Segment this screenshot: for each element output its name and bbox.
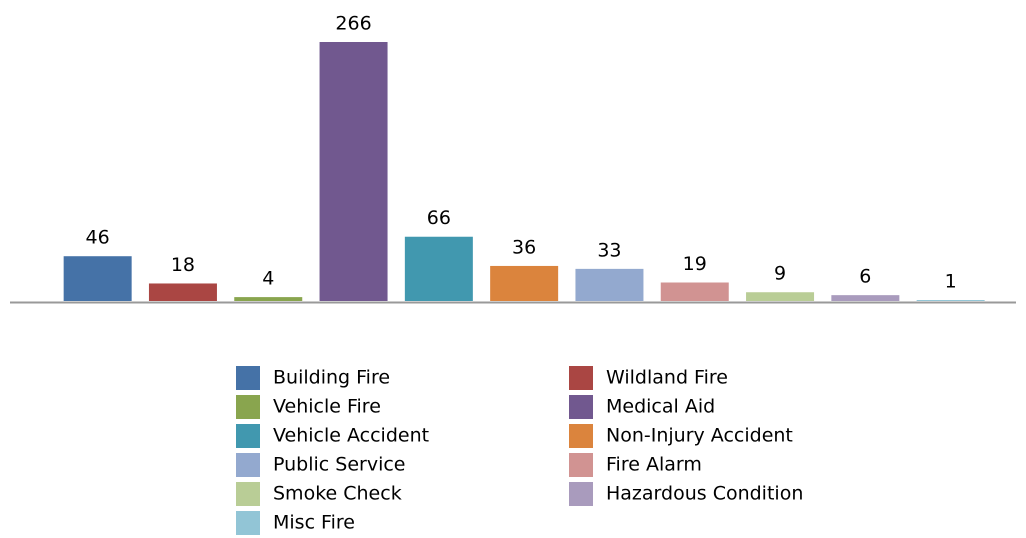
data-label: 9 (774, 263, 786, 285)
legend-swatch[interactable] (569, 453, 593, 477)
legend-label[interactable]: Vehicle Fire (273, 396, 381, 418)
legend-label[interactable]: Misc Fire (273, 512, 355, 534)
legend-swatch[interactable] (569, 424, 593, 448)
legend-label[interactable]: Vehicle Accident (273, 425, 429, 447)
bar (319, 42, 388, 301)
legend-label[interactable]: Smoke Check (273, 483, 402, 505)
legend-swatch[interactable] (236, 395, 260, 419)
data-label: 18 (171, 254, 195, 276)
bar (234, 297, 303, 301)
data-label: 66 (427, 207, 451, 229)
legend-swatch[interactable] (569, 482, 593, 506)
legend-swatch[interactable] (236, 366, 260, 390)
legend-swatch[interactable] (236, 511, 260, 535)
legend-label[interactable]: Medical Aid (606, 396, 715, 418)
bar (831, 295, 900, 301)
bar (746, 292, 815, 301)
legend-swatch[interactable] (236, 482, 260, 506)
legend-swatch[interactable] (569, 395, 593, 419)
legend-swatch[interactable] (236, 424, 260, 448)
legend-label[interactable]: Non-Injury Accident (606, 425, 793, 447)
data-label: 36 (512, 236, 536, 258)
legend-label[interactable]: Public Service (273, 454, 406, 476)
legend-swatch[interactable] (569, 366, 593, 390)
data-label: 1 (945, 271, 957, 293)
legend-label[interactable]: Building Fire (273, 367, 390, 389)
bar (148, 283, 217, 301)
bar (63, 256, 132, 301)
bar (575, 268, 644, 301)
bar (660, 282, 729, 301)
legend-label[interactable]: Fire Alarm (606, 454, 702, 476)
bar (490, 265, 559, 301)
legend-label[interactable]: Hazardous Condition (606, 483, 803, 505)
legend-swatch[interactable] (236, 453, 260, 477)
legend-label[interactable]: Wildland Fire (606, 367, 728, 389)
data-label: 6 (859, 266, 871, 288)
data-label: 266 (335, 13, 371, 35)
bar (916, 300, 985, 301)
data-label: 4 (262, 268, 274, 290)
data-label: 19 (683, 253, 707, 275)
data-label: 33 (597, 239, 621, 261)
bar (404, 236, 473, 301)
data-label: 46 (86, 227, 110, 249)
